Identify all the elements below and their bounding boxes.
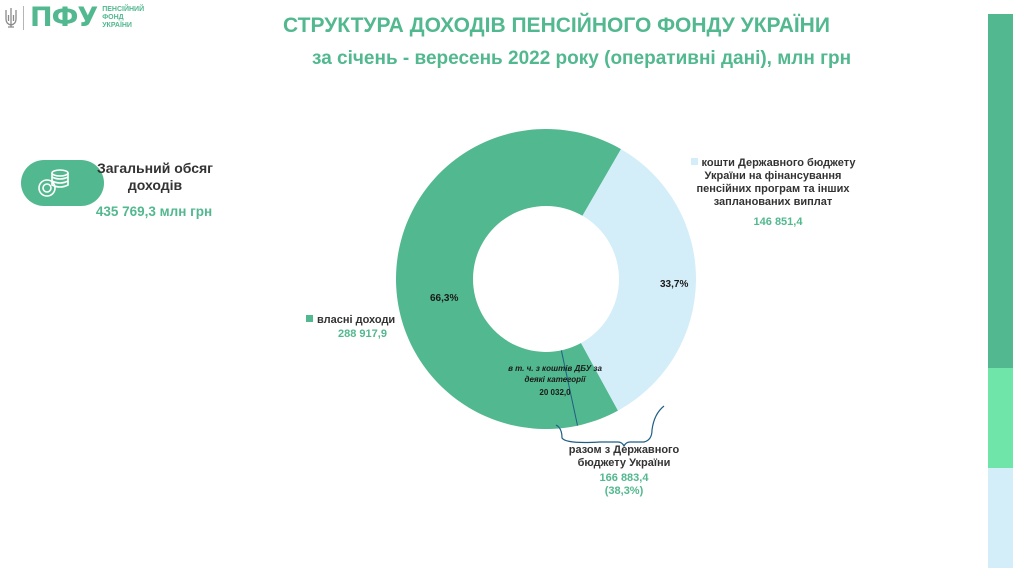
combined-percent: (38,3%): [604, 485, 644, 497]
legend-state-budget: кошти Державного бюджету України на фіна…: [683, 157, 863, 209]
side-bar-segment-middle: [988, 368, 1013, 468]
total-label: Загальний обсяг доходів: [96, 160, 214, 193]
subslice-label-line: деякі категорії: [525, 375, 588, 384]
logo-line: ПЕНСІЙНИЙ: [102, 6, 145, 13]
side-bar-segment-bottom: [988, 468, 1013, 568]
combined-value: 166 883,4: [599, 472, 649, 484]
chart-title: СТРУКТУРА ДОХОДІВ ПЕНСІЙНОГО ФОНДУ УКРАЇ…: [283, 14, 830, 37]
legend-state-line: запланованих виплат: [713, 196, 833, 208]
legend-marker-state: [690, 158, 698, 165]
logo-separator: [23, 6, 24, 30]
logo-abbr: ПФУ: [30, 2, 98, 33]
legend-state-line: кошти Державного бюджету: [683, 157, 863, 170]
legend-state-value: 146 851,4: [753, 216, 803, 228]
slice-own-percent-label: 66,3%: [430, 293, 458, 304]
total-badge: [21, 160, 104, 206]
legend-own-label: власні доходи: [317, 314, 396, 326]
logo-full-name: ПЕНСІЙНИЙ ФОНД УКРАЇНИ: [102, 6, 144, 30]
combined-label-line: бюджету України: [577, 457, 671, 469]
slice-state-percent-label: 33,7%: [660, 279, 688, 290]
legend-state-line: пенсійних програм та інших: [696, 183, 850, 195]
bracket-line: [555, 405, 665, 448]
coins-icon: [38, 169, 69, 197]
logo: ПФУ ПЕНСІЙНИЙ ФОНД УКРАЇНИ: [4, 4, 144, 32]
pie-slice-state-budget: [581, 149, 696, 411]
chart-subtitle: за січень - вересень 2022 року (оператив…: [312, 48, 852, 69]
side-bar-segment-top: [988, 14, 1013, 368]
trident-icon: [5, 8, 17, 28]
logo-line: ФОНД: [102, 14, 124, 21]
legend-marker-own: [306, 315, 313, 322]
combined-label: разом з Державного бюджету України: [560, 444, 688, 470]
legend-own-value: 288 917,9: [338, 328, 387, 340]
subslice-label-line: в т. ч. з коштів ДБУ за: [508, 364, 602, 373]
subslice-value-label: 20 032,0: [539, 388, 571, 397]
legend-state-line: України на фінансування: [704, 170, 842, 182]
logo-line: УКРАЇНИ: [102, 22, 132, 29]
legend-own-income: власні доходи: [306, 314, 395, 327]
total-value: 435 769,3 млн грн: [95, 204, 213, 219]
subslice-divider-line: [560, 350, 579, 426]
pie-slice-own-income: [395, 128, 621, 429]
combined-label-line: разом з Державного: [568, 444, 680, 456]
